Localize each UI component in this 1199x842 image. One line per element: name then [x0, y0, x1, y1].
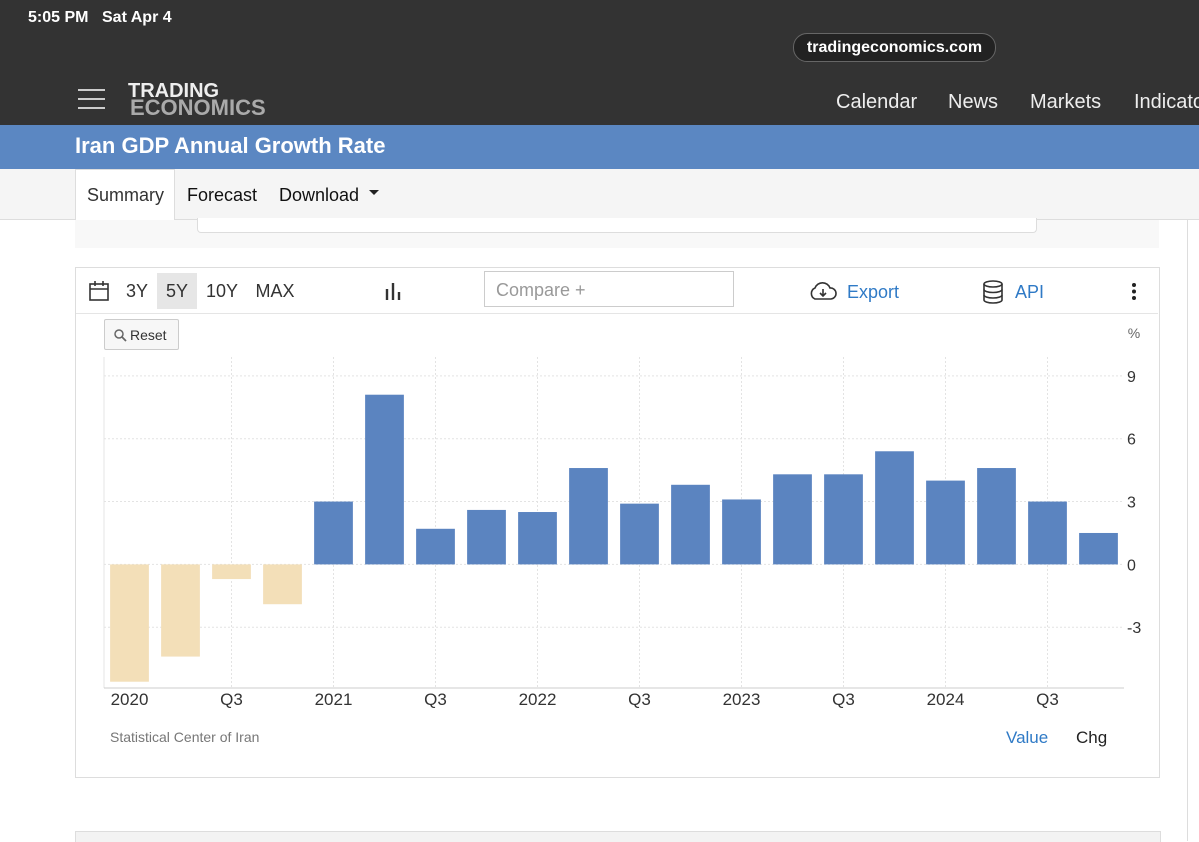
bar — [263, 564, 302, 605]
reset-button[interactable] — [104, 319, 179, 350]
side-edge — [1187, 220, 1199, 841]
range-button[interactable]: 10Y — [205, 281, 239, 301]
export-link[interactable]: Export — [847, 282, 900, 302]
divider — [76, 313, 1158, 314]
top-bar — [0, 0, 1199, 125]
source: Statistical Center of Iran — [110, 729, 260, 745]
nav-link[interactable]: News — [948, 91, 999, 113]
bar — [467, 509, 506, 565]
bar — [671, 484, 710, 565]
chart-type-icon[interactable] — [384, 281, 404, 301]
y-tick-label: 6 — [1127, 432, 1136, 449]
y-tick-label: 3 — [1127, 495, 1136, 512]
bar — [773, 474, 812, 565]
bar — [161, 564, 200, 657]
bar — [824, 474, 863, 565]
bar — [977, 468, 1016, 565]
api-icon[interactable] — [982, 280, 1004, 304]
bar — [722, 499, 761, 565]
x-tick-label: 2024 — [927, 690, 965, 709]
logo-line2[interactable]: ECONOMICS — [130, 95, 266, 120]
x-tick-label: 2021 — [315, 690, 353, 709]
bar — [569, 468, 608, 565]
more-icon[interactable] — [1129, 282, 1139, 302]
title-bar — [0, 125, 1199, 169]
tab-active — [75, 169, 175, 220]
nav-link[interactable]: Indicato — [1134, 91, 1199, 113]
bar — [620, 503, 659, 565]
range-button[interactable]: MAX — [255, 281, 295, 301]
x-tick-label: 2020 — [111, 690, 149, 709]
x-tick-label: Q3 — [220, 690, 243, 709]
bar — [365, 394, 404, 565]
bar — [314, 501, 353, 565]
range-button[interactable]: 3Y — [125, 281, 149, 301]
tab[interactable]: Download — [279, 185, 360, 205]
status-time: 5:05 PM — [28, 9, 89, 26]
box — [197, 218, 1037, 233]
bar — [1079, 532, 1118, 565]
x-tick-label: Q3 — [832, 690, 855, 709]
bar — [518, 512, 557, 565]
bar — [416, 528, 455, 565]
api-link[interactable]: API — [1015, 282, 1045, 302]
logo-line1[interactable]: TRADING — [128, 80, 220, 102]
bar — [212, 564, 251, 580]
status-date: Sat Apr 4 — [102, 9, 172, 26]
value-toggle[interactable]: Value — [1006, 728, 1049, 747]
dropdown-caret — [369, 190, 379, 195]
x-tick-label: 2022 — [519, 690, 557, 709]
reset-icon — [114, 329, 127, 342]
range-button-selected[interactable]: 5Y — [157, 273, 197, 309]
reset-label[interactable]: Reset — [130, 327, 167, 343]
compare-input[interactable]: Compare + — [484, 271, 734, 307]
bar — [110, 564, 149, 682]
bar — [875, 451, 914, 565]
y-tick-label: -3 — [1127, 620, 1141, 637]
chg-toggle[interactable]: Chg — [1076, 728, 1108, 747]
menu-icon[interactable] — [77, 87, 107, 111]
x-tick-label: 2023 — [723, 690, 761, 709]
url-bar[interactable]: tradingeconomics.com — [793, 33, 996, 62]
next-panel — [75, 831, 1161, 842]
bar — [1028, 501, 1067, 565]
export-icon[interactable] — [808, 281, 838, 303]
x-tick-label: Q3 — [628, 690, 651, 709]
nav-link[interactable]: Markets — [1030, 91, 1102, 113]
x-tick-label: Q3 — [1036, 690, 1059, 709]
page-title: Iran GDP Annual Growth Rate — [75, 133, 386, 158]
x-tick-label: Q3 — [424, 690, 447, 709]
nav-link[interactable]: Calendar — [836, 91, 918, 113]
bar — [926, 480, 965, 565]
unit-label: % — [1128, 325, 1140, 341]
tab[interactable]: Summary — [87, 185, 165, 205]
tab[interactable]: Forecast — [187, 185, 258, 205]
y-tick-label: 0 — [1127, 557, 1136, 574]
y-tick-label: 9 — [1127, 369, 1136, 386]
calendar-icon[interactable] — [88, 280, 110, 302]
